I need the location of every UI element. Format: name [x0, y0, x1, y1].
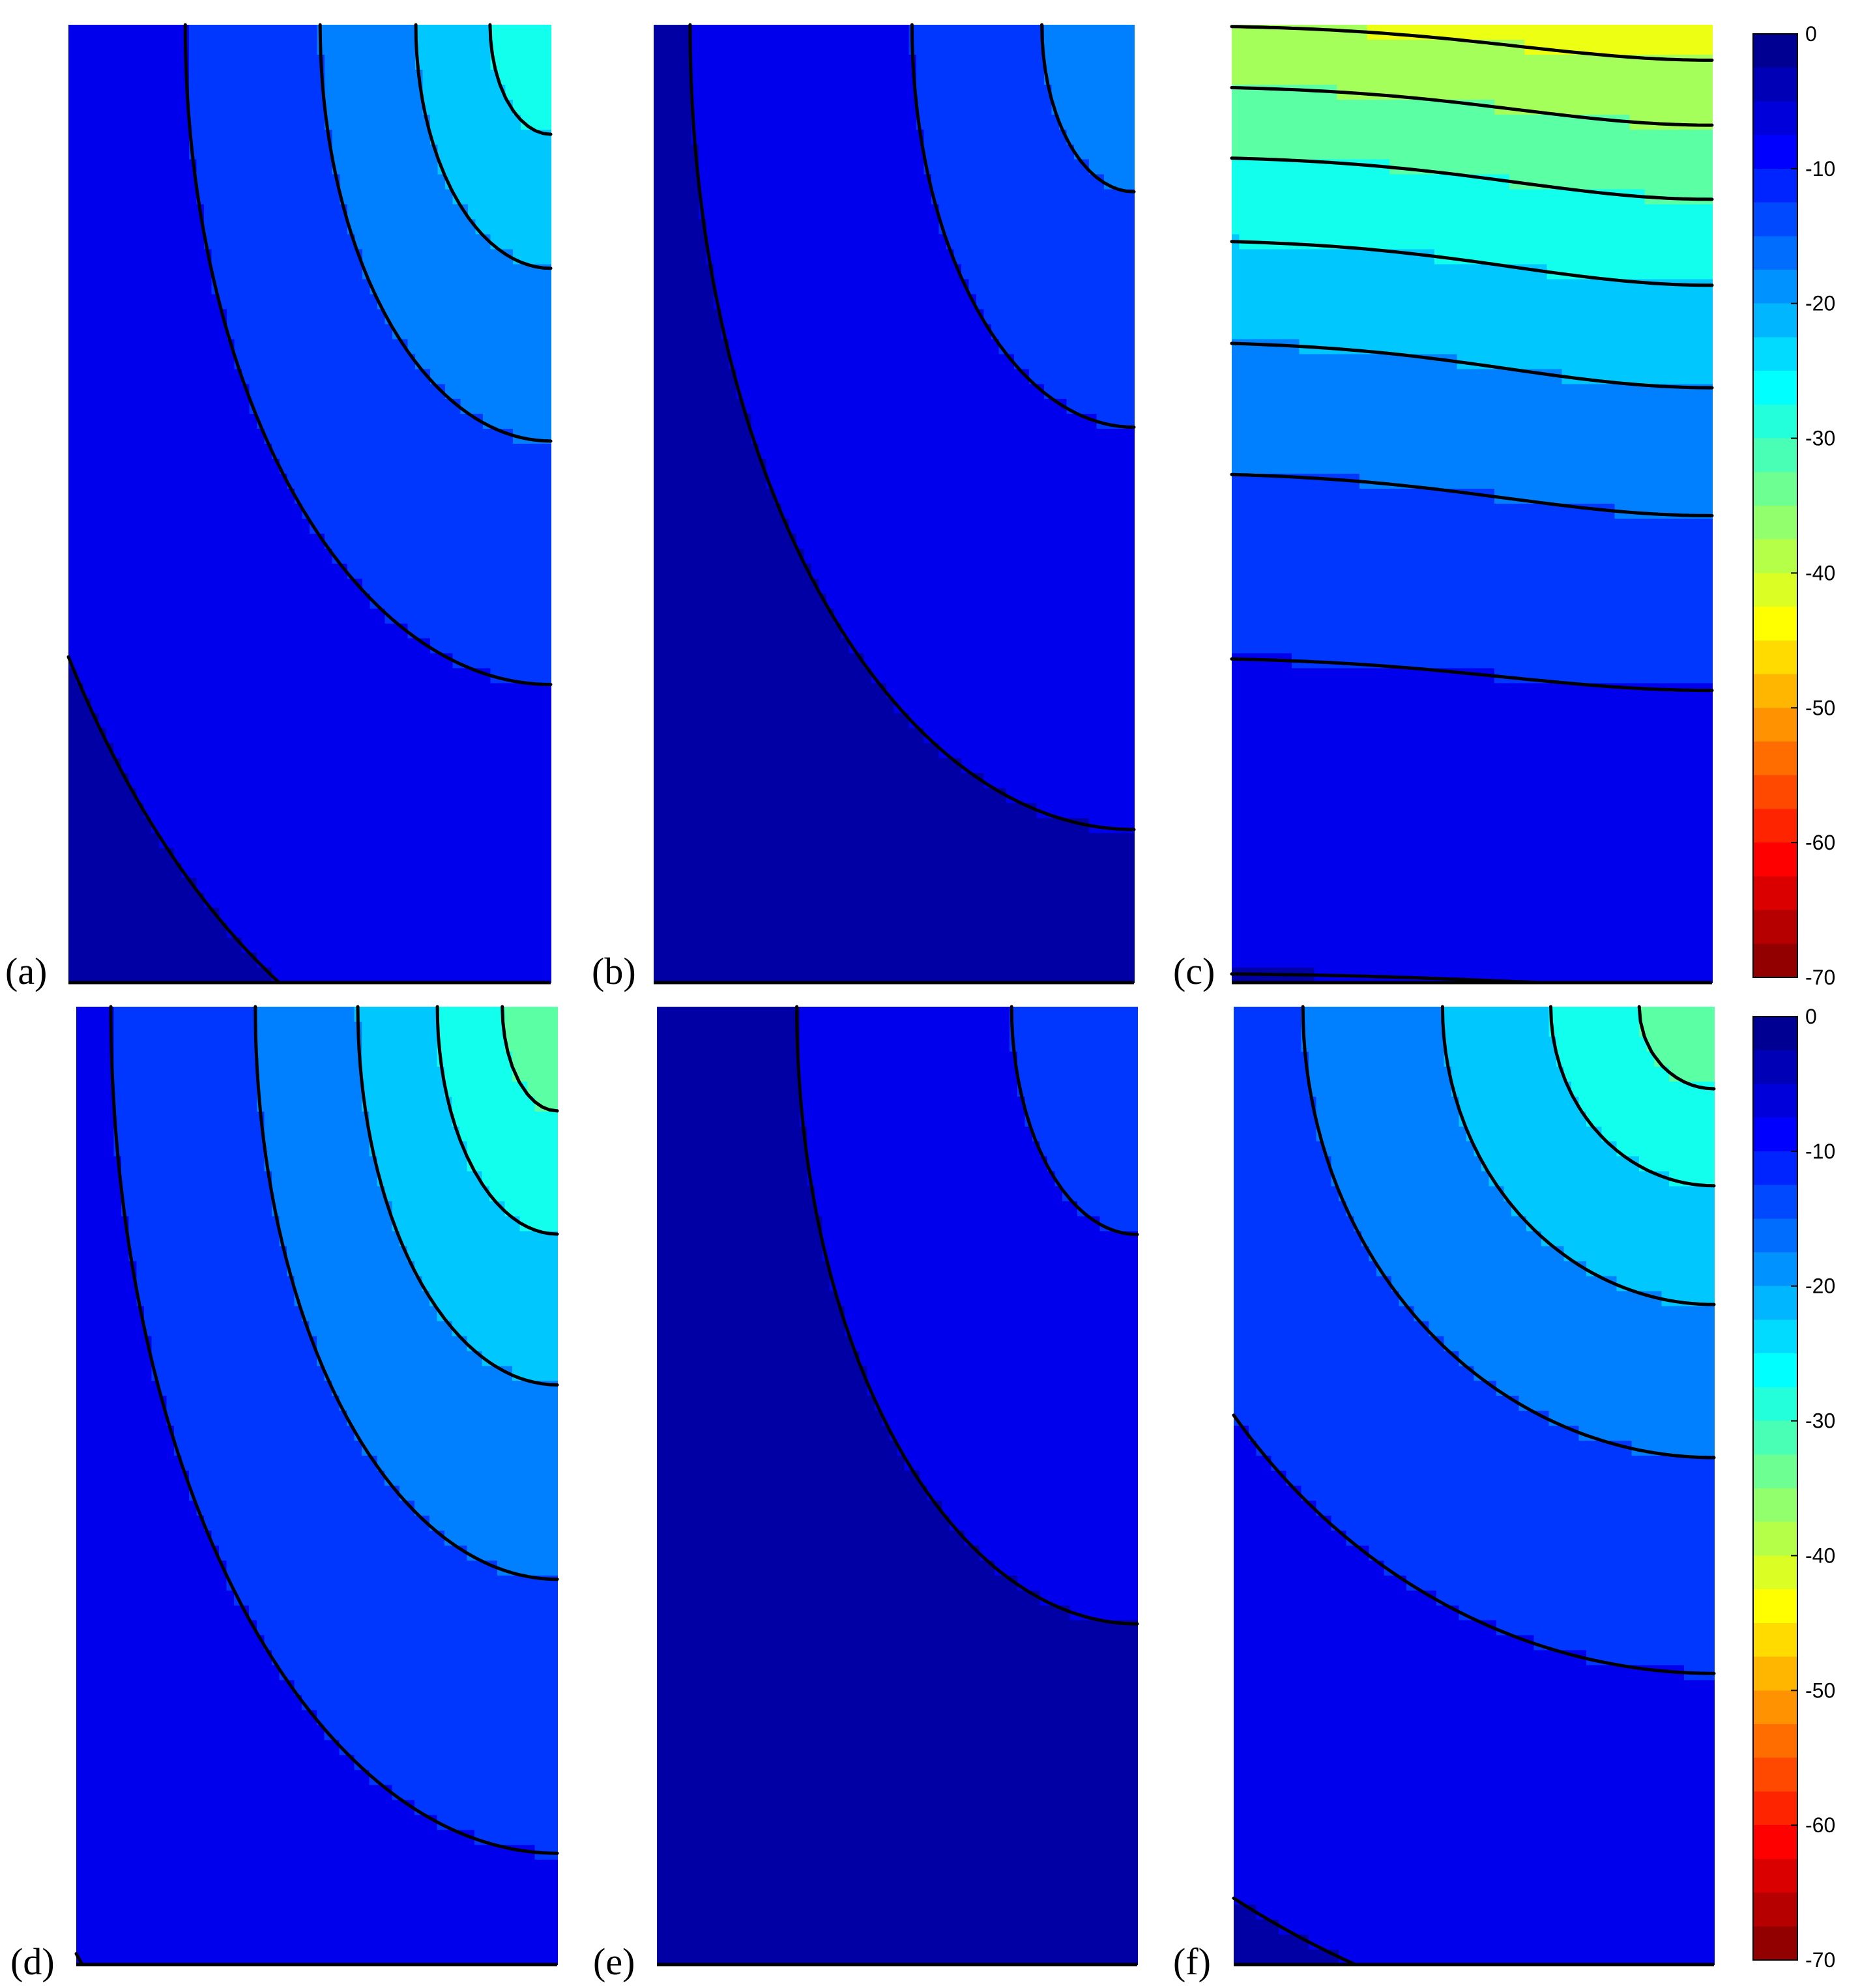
colorbar-tick-label: -20: [1805, 1275, 1835, 1298]
colorbar-segment: [1753, 1252, 1797, 1287]
panel-label: (a): [5, 950, 47, 992]
colorbar-segment: [1753, 1522, 1797, 1557]
colorbar-tick-label: -30: [1805, 427, 1835, 450]
colorbar-segment: [1753, 674, 1797, 709]
panel-label: (d): [10, 1940, 55, 1983]
colorbar-segment: [1753, 203, 1797, 237]
colorbar-tick-label: 0: [1805, 1005, 1817, 1028]
colorbar-segment: [1753, 1016, 1797, 1051]
colorbar-segment: [1753, 1724, 1797, 1759]
colorbar-segment: [1753, 1488, 1797, 1523]
contour-panel-1: [68, 25, 551, 983]
colorbar-segment: [1753, 1454, 1797, 1489]
colorbar-segment: [1753, 1185, 1797, 1220]
colorbar-segment: [1753, 1623, 1797, 1658]
colorbar-tick-label: -10: [1805, 157, 1835, 180]
colorbar-segment: [1753, 1859, 1797, 1894]
contour-fill: [68, 25, 551, 983]
colorbar-segment: [1753, 1050, 1797, 1085]
colorbar-tick-label: -30: [1805, 1409, 1835, 1433]
colorbar-segment: [1753, 1893, 1797, 1927]
colorbar-segment: [1753, 405, 1797, 439]
colorbar-tick-label: -60: [1805, 831, 1835, 854]
colorbar-segment: [1753, 439, 1797, 473]
panel-label: (c): [1173, 950, 1215, 992]
contour-panel-3: [1232, 25, 1713, 983]
colorbar-segment: [1753, 573, 1797, 607]
colorbar-segment: [1753, 1791, 1797, 1826]
colorbar-1: 0 -10 -20 -30 -40 -50 -60 -70: [1753, 22, 1835, 989]
colorbar-segment: [1753, 1319, 1797, 1354]
colorbar-segment: [1753, 1117, 1797, 1152]
contour-fill: [1232, 25, 1713, 983]
panel-label: (e): [593, 1940, 635, 1983]
colorbar-segment: [1753, 236, 1797, 270]
colorbar-tick-label: -50: [1805, 1678, 1835, 1702]
colorbar-segment: [1753, 708, 1797, 742]
panel-label: (f): [1173, 1940, 1211, 1983]
colorbar-segment: [1753, 169, 1797, 203]
colorbar-segment: [1753, 540, 1797, 574]
colorbar-segment: [1753, 641, 1797, 675]
contour-fill: [1234, 1007, 1715, 1965]
colorbar-segment: [1753, 1387, 1797, 1422]
colorbar-segment: [1753, 101, 1797, 136]
colorbar-segment: [1753, 944, 1797, 978]
colorbar-segment: [1753, 1084, 1797, 1118]
colorbar-segment: [1753, 1353, 1797, 1388]
panels-layer: [68, 25, 1715, 1965]
colorbar-segment: [1753, 1218, 1797, 1253]
colorbar-segment: [1753, 472, 1797, 506]
colorbar-segment: [1753, 1151, 1797, 1186]
colorbar-segment: [1753, 270, 1797, 304]
colorbar-segment: [1753, 135, 1797, 169]
panel-label: (b): [592, 950, 636, 992]
colorbar-segment: [1753, 304, 1797, 338]
colorbar-segment: [1753, 843, 1797, 877]
contour-fill: [657, 1007, 1138, 1965]
colorbar-segment: [1753, 1690, 1797, 1725]
colorbar-tick-label: -50: [1805, 696, 1835, 719]
colorbar-tick-label: -40: [1805, 561, 1835, 584]
colorbar-segment: [1753, 1657, 1797, 1692]
colorbar-segment: [1753, 337, 1797, 371]
colorbar-2: 0 -10 -20 -30 -40 -50 -60 -70: [1753, 1005, 1835, 1972]
colorbar-segment: [1753, 607, 1797, 641]
contour-panel-4: [76, 1007, 558, 1965]
colorbar-tick-label: -40: [1805, 1544, 1835, 1567]
colorbar-tick-label: -10: [1805, 1140, 1835, 1163]
colorbar-segment: [1753, 1758, 1797, 1793]
colorbar-tick-label: -60: [1805, 1813, 1835, 1837]
colorbar-segment: [1753, 34, 1797, 68]
contour-panel-2: [654, 25, 1135, 983]
colorbar-segment: [1753, 68, 1797, 102]
colorbar-tick-label: 0: [1805, 22, 1817, 46]
colorbar-segment: [1753, 506, 1797, 540]
colorbar-segment: [1753, 1286, 1797, 1321]
colorbar-segment: [1753, 1555, 1797, 1590]
colorbar-segment: [1753, 775, 1797, 810]
colorbar-segment: [1753, 1926, 1797, 1961]
colorbar-segment: [1753, 1825, 1797, 1860]
contour-panel-6: [1234, 1007, 1715, 1965]
contour-panel-5: [657, 1007, 1138, 1965]
colorbar-segment: [1753, 742, 1797, 776]
colorbar-segment: [1753, 371, 1797, 405]
colorbar-segment: [1753, 809, 1797, 843]
contour-fill: [76, 1007, 558, 1965]
colorbar-segment: [1753, 1589, 1797, 1624]
colorbar-segment: [1753, 876, 1797, 911]
colorbar-segment: [1753, 910, 1797, 945]
colorbar-segment: [1753, 1421, 1797, 1456]
contour-fill: [654, 25, 1135, 983]
colorbar-tick-label: -20: [1805, 292, 1835, 315]
colorbar-tick-label: -70: [1805, 966, 1835, 989]
colorbar-tick-label: -70: [1805, 1948, 1835, 1972]
colorbars-layer: 0 -10 -20 -30 -40 -50 -60 -70 0 -10 -20 -30 -40 -50 -6…: [1753, 22, 1835, 1972]
